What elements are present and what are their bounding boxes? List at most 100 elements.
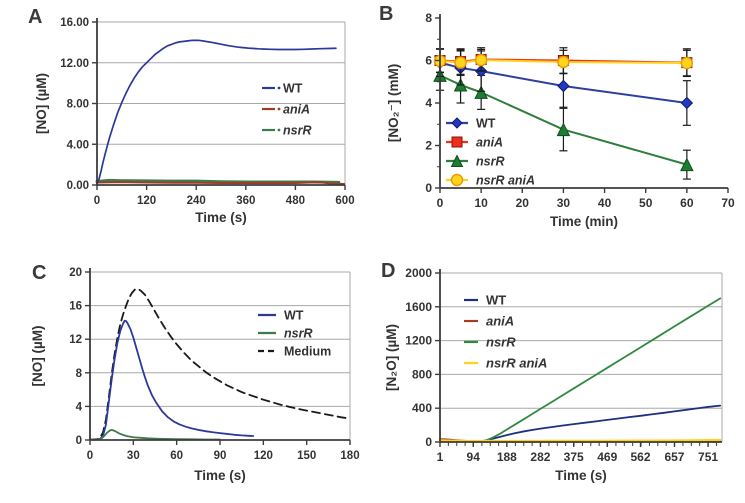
svg-text:188: 188	[497, 450, 517, 464]
panel-c: C 0 30 60 90 120 150 180 0 4 8 12 16 20 Time (s) [NO] …	[0, 250, 372, 503]
axis-titles: Time (s) [N₂O] (µM)	[384, 324, 607, 483]
svg-text:nsrR: nsrR	[284, 327, 312, 341]
gridlines	[440, 272, 723, 442]
svg-text:0: 0	[87, 450, 93, 462]
x-axis-title: Time (s)	[194, 468, 246, 483]
panel-a: A 0 120 240 360 480 600 0.00 4.00 8.00 12.00 16.00…	[0, 0, 372, 250]
svg-text:30: 30	[557, 196, 571, 210]
series	[433, 47, 694, 180]
svg-text:aniA: aniA	[283, 103, 310, 117]
svg-text:4: 4	[425, 96, 432, 110]
svg-text:1600: 1600	[405, 300, 432, 314]
svg-text:800: 800	[412, 367, 432, 381]
axes: 0 30 60 90 120 150 180 0 4 8 12 16 20	[69, 267, 359, 462]
axis-titles: Time (min) [NO₂⁻] (mM)	[386, 64, 618, 229]
svg-text:480: 480	[286, 195, 305, 207]
panel-c-chart: 0 30 60 90 120 150 180 0 4 8 12 16 20 Time (s) [NO] (µ…	[30, 267, 360, 483]
series	[95, 39, 346, 185]
x-axis-title: Time (min)	[550, 214, 618, 229]
series-Medium	[89, 287, 351, 441]
svg-text:282: 282	[530, 450, 550, 464]
svg-text:30: 30	[127, 450, 140, 462]
panel-a-chart: 0 120 240 360 480 600 0.00 4.00 8.00 12.00 16.00 Ti…	[34, 17, 355, 225]
svg-text:150: 150	[297, 450, 316, 462]
svg-text:360: 360	[236, 195, 255, 207]
gridlines	[97, 21, 346, 185]
panel-d-label: D	[381, 260, 396, 282]
svg-text:WT: WT	[284, 309, 304, 323]
svg-text:nsrR: nsrR	[283, 124, 311, 138]
axis-titles: Time (s) [NO] (µM)	[34, 73, 247, 225]
svg-text:60: 60	[170, 450, 183, 462]
panel-d: D 1 94 188 282 375 469 562 657 751 0 400 800 1200 160…	[372, 250, 745, 503]
axis-titles: Time (s) [NO] (µM)	[30, 325, 246, 483]
series-WT	[89, 319, 255, 441]
svg-text:12.00: 12.00	[60, 58, 89, 70]
svg-text:657: 657	[664, 450, 684, 464]
svg-text:562: 562	[630, 450, 650, 464]
series-nsrR	[89, 429, 221, 441]
svg-text:2000: 2000	[405, 266, 432, 280]
svg-text:94: 94	[467, 450, 481, 464]
svg-text:240: 240	[187, 195, 206, 207]
svg-text:16: 16	[69, 301, 82, 313]
y-axis-title: [NO₂⁻] (mM)	[386, 64, 401, 142]
panel-c-label: C	[32, 262, 47, 284]
svg-text:aniA: aniA	[486, 314, 514, 329]
svg-text:1: 1	[437, 450, 444, 464]
svg-text:WT: WT	[283, 82, 303, 96]
series	[438, 297, 722, 443]
svg-text:0: 0	[425, 435, 432, 449]
legend: WT nsrR Medium	[258, 309, 331, 359]
svg-text:8: 8	[425, 11, 432, 25]
svg-text:40: 40	[598, 196, 612, 210]
svg-text:4: 4	[76, 401, 83, 413]
series-WT	[96, 39, 337, 185]
y-axis-title: [NO] (µM)	[30, 325, 45, 386]
svg-text:60: 60	[680, 196, 694, 210]
axes: 0 120 240 360 480 600 0.00 4.00 8.00 12.00 16.00	[60, 17, 354, 207]
svg-text:WT: WT	[476, 117, 496, 131]
svg-text:nsrR aniA: nsrR aniA	[476, 174, 535, 188]
legend: WT aniA nsrR	[262, 82, 311, 138]
svg-text:2: 2	[425, 139, 432, 153]
svg-text:aniA: aniA	[476, 136, 503, 150]
svg-text:nsrR: nsrR	[476, 155, 504, 169]
series	[89, 287, 351, 441]
panel-b-chart: 0 10 20 30 40 50 60 70 0 2 4 6 8 Time (min) [NO₂⁻] (mM…	[386, 11, 735, 229]
svg-text:375: 375	[564, 450, 584, 464]
svg-text:180: 180	[340, 450, 359, 462]
legend: WT aniA nsrR nsrR aniA	[464, 293, 547, 371]
svg-text:50: 50	[639, 196, 653, 210]
svg-text:1200: 1200	[405, 334, 432, 348]
svg-text:20: 20	[516, 196, 530, 210]
panel-b: B 0 10 20 30 40 50 60 70 0 2 4 6 8 Time (min) [NO₂⁻] (…	[372, 0, 745, 250]
series-aniA	[96, 180, 346, 185]
svg-text:400: 400	[412, 401, 432, 415]
panel-a-label: A	[28, 6, 43, 28]
svg-text:WT: WT	[486, 293, 506, 308]
svg-text:0: 0	[425, 181, 432, 195]
svg-text:0: 0	[76, 435, 82, 447]
svg-text:600: 600	[335, 195, 354, 207]
y-axis-title: [NO] (µM)	[34, 73, 49, 134]
panel-d-chart: 1 94 188 282 375 469 562 657 751 0 400 800 1200 1600 2…	[384, 266, 723, 483]
svg-text:20: 20	[69, 267, 82, 279]
svg-text:16.00: 16.00	[60, 17, 89, 29]
y-axis-title: [N₂O] (µM)	[384, 324, 399, 391]
svg-text:0.00: 0.00	[67, 180, 89, 192]
svg-text:nsrR aniA: nsrR aniA	[486, 356, 547, 371]
svg-text:0: 0	[94, 195, 100, 207]
axes: 0 10 20 30 40 50 60 70 0 2 4 6 8	[425, 11, 735, 210]
svg-text:70: 70	[721, 196, 735, 210]
svg-text:0: 0	[437, 196, 444, 210]
series-WT	[439, 404, 722, 443]
series-nsrR-aniA	[433, 48, 694, 77]
svg-text:8: 8	[76, 368, 83, 380]
panel-b-label: B	[379, 3, 394, 25]
series-nsrR	[439, 297, 722, 443]
svg-text:120: 120	[254, 450, 273, 462]
svg-text:120: 120	[137, 195, 156, 207]
axes: 1 94 188 282 375 469 562 657 751 0 400 800 1200 1600 2…	[405, 266, 722, 464]
